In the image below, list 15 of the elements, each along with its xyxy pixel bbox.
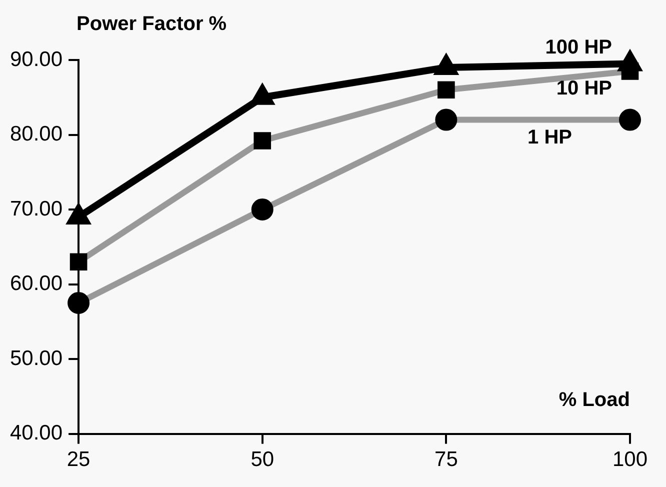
chart-title: Power Factor % xyxy=(76,13,227,35)
series-label: 1 HP xyxy=(528,126,572,148)
y-tick-label: 50.00 xyxy=(10,346,63,370)
series-label: 100 HP xyxy=(545,36,612,58)
x-axis-title: % Load xyxy=(558,388,630,411)
y-tick-label: 40.00 xyxy=(10,422,63,445)
y-tick-label: 90.00 xyxy=(10,48,63,71)
x-tick-label: 100 xyxy=(612,448,648,472)
y-tick-label: 60.00 xyxy=(10,272,63,296)
y-tick-label: 80.00 xyxy=(10,122,63,146)
x-tick-label: 25 xyxy=(66,448,90,472)
x-tick-label: 75 xyxy=(434,448,458,472)
y-tick-label: 70.00 xyxy=(10,197,63,220)
series-label: 10 HP xyxy=(556,78,612,100)
x-tick-label: 50 xyxy=(250,448,274,472)
